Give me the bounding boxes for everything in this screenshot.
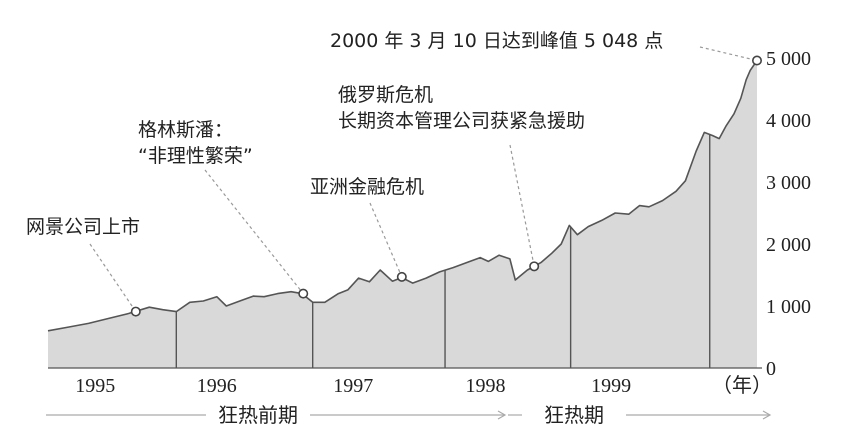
- x-axis-unit: （年）: [712, 374, 772, 397]
- event-label: 网景公司上市: [26, 216, 140, 238]
- area-fill: [48, 60, 757, 368]
- y-tick-layer: 0 1 000 2 000 3 000 4 000 5 000: [766, 48, 811, 380]
- event-leader-line: [699, 46, 758, 62]
- phase-arrowhead: [762, 410, 772, 420]
- x-tick-label: 1997: [333, 375, 373, 397]
- x-tick-layer: 1995 1996 1997 1998 1999 （年）: [75, 374, 772, 397]
- y-tick-label: 4 000: [766, 110, 811, 132]
- event-leader-line: [509, 144, 535, 267]
- x-tick-label: 1998: [466, 375, 506, 397]
- event-marker: [529, 261, 540, 272]
- phase-label: 狂热期: [544, 403, 604, 427]
- x-tick-label: 1995: [75, 375, 115, 397]
- y-tick-label: 3 000: [766, 172, 811, 194]
- divider-layer: [175, 134, 711, 368]
- event-label: 亚洲金融危机: [310, 176, 424, 198]
- event-marker: [130, 306, 141, 317]
- event-layer: 网景公司上市 格林斯潘： “非理性繁荣” 亚洲金融危机 俄罗斯危机长期资本管理公司获紧急…: [26, 30, 762, 317]
- y-tick-label: 0: [766, 358, 776, 380]
- phase-label: 狂热前期: [218, 403, 298, 427]
- event-leader-line: [204, 169, 304, 294]
- y-tick-label: 5 000: [766, 48, 811, 70]
- phase-layer: 狂热前期 狂热期: [46, 403, 772, 427]
- event-marker: [751, 55, 762, 66]
- event-label: 格林斯潘：: [138, 119, 233, 141]
- x-tick-label: 1999: [591, 375, 631, 397]
- y-tick-label: 1 000: [766, 296, 811, 318]
- area-layer: [47, 60, 758, 368]
- event-label: 俄罗斯危机: [338, 84, 433, 106]
- event-label: 2000 年 3 月 10 日达到峰值 5 048 点: [330, 30, 663, 52]
- index-line: [47, 60, 758, 332]
- event-marker: [396, 271, 407, 282]
- event-leader-line: [369, 202, 403, 278]
- event-marker: [298, 288, 309, 299]
- phase-arrowhead: [497, 410, 507, 420]
- x-tick-label: 1996: [197, 375, 237, 397]
- y-tick-label: 2 000: [766, 234, 811, 256]
- event-leader-line: [89, 243, 137, 312]
- event-label: “非理性繁荣”: [138, 145, 253, 167]
- event-label: 长期资本管理公司获紧急援助: [338, 110, 585, 132]
